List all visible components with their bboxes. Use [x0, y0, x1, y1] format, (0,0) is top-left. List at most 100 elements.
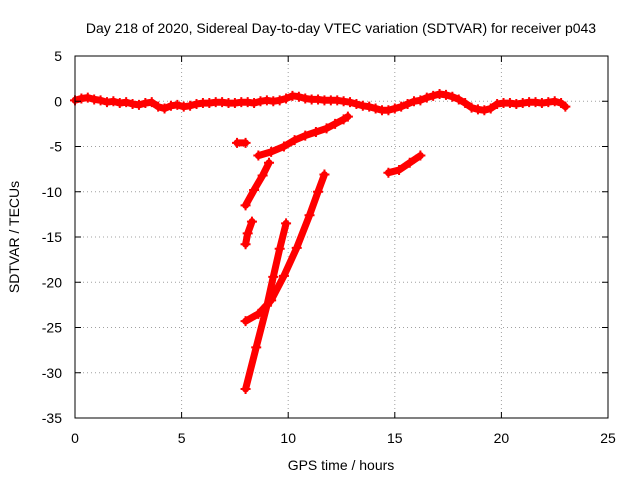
data-point: [249, 184, 260, 195]
data-point: [172, 99, 183, 110]
y-tick-label: -5: [50, 139, 63, 155]
data-point: [396, 101, 407, 112]
y-tick-label: -20: [42, 274, 62, 290]
data-point: [95, 95, 106, 106]
data-point: [291, 242, 302, 253]
data-point: [159, 103, 170, 114]
data-point: [257, 170, 268, 181]
data-point: [421, 92, 432, 103]
x-tick-label: 25: [600, 430, 616, 446]
data-point: [560, 101, 571, 112]
data-point: [293, 91, 304, 102]
data-point: [274, 95, 285, 106]
data-point: [289, 135, 300, 146]
data-point: [460, 98, 471, 109]
series-line: [242, 159, 273, 209]
y-tick-label: -25: [42, 320, 62, 336]
data-point: [278, 270, 289, 281]
y-tick-label: 5: [54, 48, 62, 64]
series-line: [384, 152, 424, 177]
data-point: [304, 210, 315, 221]
data-point: [466, 102, 477, 113]
x-tick-label: 15: [387, 430, 403, 446]
data-point: [242, 228, 253, 239]
data-point: [278, 141, 289, 152]
data-point: [268, 271, 279, 282]
series-segment-3: [240, 216, 257, 250]
data-point: [251, 342, 262, 353]
data-point: [108, 96, 119, 107]
data-point: [402, 98, 413, 109]
data-point: [240, 239, 251, 250]
data-point: [345, 97, 356, 108]
data-point: [281, 218, 292, 229]
y-axis-label: SDTVAR / TECUs: [6, 181, 22, 293]
series-baseline: [70, 89, 571, 116]
data-point: [240, 137, 251, 148]
y-tick-label: -30: [42, 365, 62, 381]
x-tick-label: 20: [494, 430, 510, 446]
x-tick-label: 0: [71, 430, 79, 446]
data-point: [240, 316, 251, 327]
data-point: [415, 95, 426, 106]
data-point: [246, 216, 257, 227]
x-tick-label: 10: [280, 430, 296, 446]
data-point: [404, 157, 415, 168]
data-point: [253, 308, 264, 319]
data-point: [232, 137, 243, 148]
data-point: [415, 150, 426, 161]
data-point: [321, 123, 332, 134]
data-point: [453, 94, 464, 105]
tick-labels: 0 5 10 15 20 25 5 0 -5 -10 -15 -20 -25 -30 -35: [42, 48, 616, 446]
data-point: [310, 127, 321, 138]
data-point: [121, 97, 132, 108]
data-point: [300, 130, 311, 141]
data-point: [133, 99, 144, 110]
x-axis-label: GPS time / hours: [288, 457, 395, 473]
chart-title: Day 218 of 2020, Sidereal Day-to-day VTE…: [86, 20, 596, 36]
y-tick-label: -35: [42, 410, 62, 426]
data-point: [281, 93, 292, 104]
data-point: [389, 103, 400, 114]
y-tick-label: -15: [42, 229, 62, 245]
series-line: [254, 113, 352, 160]
y-tick-label: -10: [42, 184, 62, 200]
data-point: [440, 89, 451, 100]
data-point: [485, 103, 496, 114]
data-point: [342, 111, 353, 122]
ticks: [74, 55, 609, 419]
data-point: [266, 295, 277, 306]
data-point: [479, 105, 490, 116]
data-point: [319, 169, 330, 180]
data-point: [383, 105, 394, 116]
data-point: [253, 150, 264, 161]
data-point: [351, 98, 362, 109]
data-point: [549, 96, 560, 107]
data-point: [447, 91, 458, 102]
data-point: [266, 146, 277, 157]
series-segment-4: [253, 111, 353, 161]
series-segment-2: [240, 157, 275, 211]
data-point: [370, 103, 381, 114]
series-line: [242, 171, 328, 325]
data-point: [364, 101, 375, 112]
data-point: [264, 157, 275, 168]
data-point: [240, 200, 251, 211]
data-point: [394, 165, 405, 176]
data-layer: [70, 89, 571, 395]
data-point: [240, 384, 251, 395]
data-point: [428, 90, 439, 101]
data-point: [185, 100, 196, 111]
data-point: [249, 98, 260, 109]
data-point: [383, 167, 394, 178]
x-tick-label: 5: [178, 430, 186, 446]
data-point: [313, 186, 324, 197]
data-point: [146, 97, 157, 108]
series-segment-7: [383, 150, 426, 178]
data-point: [153, 101, 164, 112]
data-point: [330, 118, 341, 129]
data-point: [274, 243, 285, 254]
y-tick-label: 0: [54, 93, 62, 109]
